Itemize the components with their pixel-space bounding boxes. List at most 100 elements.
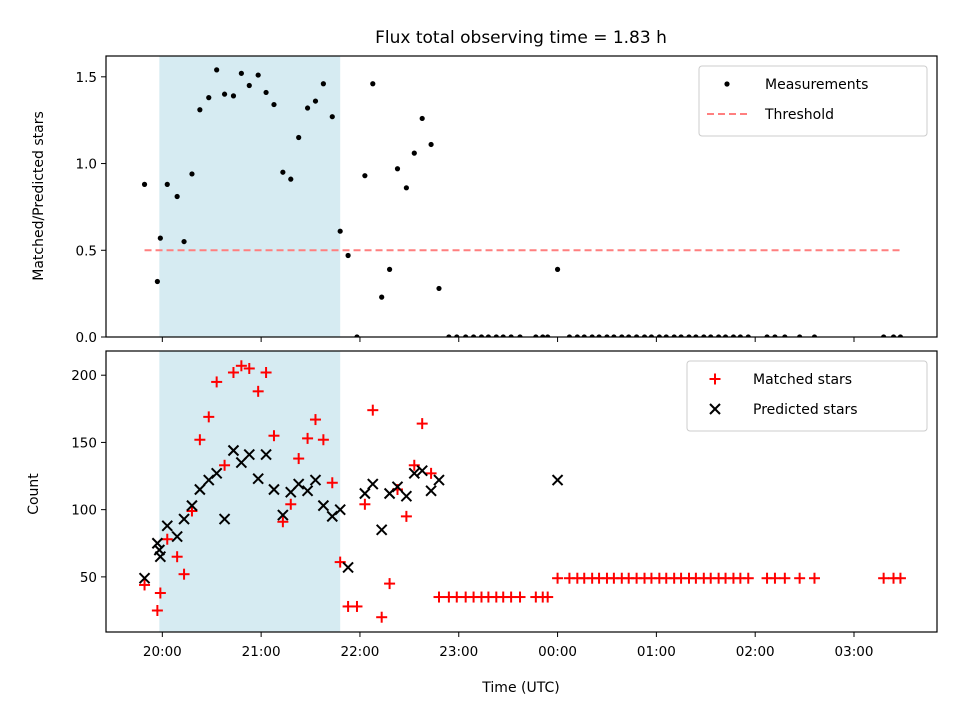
panel-frame [105, 55, 938, 338]
predicted-marker [178, 513, 190, 525]
measurement-point [296, 134, 302, 141]
measurement-point [280, 169, 286, 175]
predicted-marker-b [194, 483, 206, 496]
predicted-marker-b [408, 467, 420, 480]
measurement-point [370, 81, 376, 87]
measurement-point [345, 252, 351, 259]
predicted-marker [151, 537, 164, 549]
predicted-marker-b [551, 474, 564, 486]
matched-marker [514, 591, 526, 603]
predicted-marker-b [309, 474, 322, 486]
matched-marker [293, 453, 305, 465]
predicted-marker-b [391, 481, 404, 493]
predicted-marker [186, 499, 198, 512]
predicted-marker [359, 487, 371, 500]
measurement-point [764, 334, 770, 337]
matched-marker [139, 579, 151, 591]
measurement-point [174, 193, 180, 200]
predicted-marker-b [178, 513, 190, 525]
predicted-marker-b [367, 478, 379, 490]
measurement-point [611, 334, 617, 337]
predicted-marker [171, 530, 183, 543]
matched-marker [552, 572, 564, 584]
measurement-point [554, 266, 561, 272]
measurement-point [881, 334, 887, 337]
measurement-point [304, 105, 311, 111]
measurement-point [446, 334, 452, 337]
chart-title: Flux total observing time = 1.83 h [375, 28, 667, 48]
matched-marker [194, 434, 206, 446]
x-tick-label: 22:00 [340, 644, 379, 660]
predicted-marker-b [334, 503, 346, 516]
measurement-point [386, 266, 393, 272]
predicted-marker [161, 520, 173, 532]
measurement-point [428, 141, 434, 148]
measurement-point [221, 91, 228, 97]
legend: Measurements Threshold [698, 65, 928, 137]
measurement-point [214, 67, 220, 73]
matched-marker [302, 432, 314, 444]
y-tick-label: 200 [71, 368, 97, 384]
y-tick-label: 50 [80, 570, 97, 586]
predicted-marker-b [171, 530, 183, 543]
measurement-point [671, 334, 677, 337]
measurement-point [737, 334, 743, 337]
measurement-point [897, 334, 904, 337]
measurement-point [206, 95, 212, 101]
measurement-point [566, 334, 573, 337]
y-tick-label: 150 [71, 435, 97, 451]
predicted-marker-b [416, 464, 428, 477]
measurement-point [626, 334, 632, 337]
measurement-point [312, 98, 319, 104]
measurement-point [230, 93, 237, 99]
measurement-point [574, 334, 580, 337]
matched-marker [416, 418, 428, 430]
predicted-marker-b [277, 509, 289, 521]
predicted-marker-b [342, 561, 354, 574]
matched-marker [235, 360, 247, 372]
measurement-point [811, 334, 818, 337]
x-tick-label: 20:00 [143, 644, 182, 660]
predicted-marker [194, 483, 206, 496]
x-tick-label: 03:00 [835, 644, 874, 660]
legend-label: Measurements [765, 77, 868, 93]
matched-marker [376, 611, 388, 623]
matched-marker [779, 572, 791, 584]
legend: Matched stars Predicted stars [686, 360, 928, 432]
matched-marker [359, 498, 371, 510]
measurement-point [678, 334, 684, 337]
measurement-point [782, 334, 788, 337]
plot-area [138, 360, 906, 623]
measurement-point [890, 334, 897, 337]
measurement-point [589, 334, 595, 337]
legend-measurements-swatch [724, 81, 730, 87]
predicted-marker [551, 474, 564, 486]
predicted-marker [309, 474, 322, 486]
matched-marker [317, 434, 329, 446]
measurement-point [337, 228, 343, 234]
measurement-point [641, 334, 648, 337]
matched-marker [178, 568, 190, 580]
measurement-point [470, 334, 477, 337]
measurement-point [540, 334, 546, 337]
measurement-point [394, 166, 401, 172]
measurement-point [255, 72, 261, 78]
measurement-point [379, 294, 385, 300]
bottom-panel: 50 100 150 200 20:00 21:00 22:00 23:00 00:00 01:0… [71, 350, 938, 660]
measurement-point [189, 171, 195, 177]
measurement-point [263, 89, 269, 96]
x-axis-label: Time (UTC) [481, 680, 559, 696]
measurement-point [157, 235, 163, 241]
predicted-marker-b [227, 444, 240, 457]
predicted-marker [243, 448, 255, 461]
predicted-marker-b [243, 448, 255, 461]
measurement-point [320, 81, 326, 87]
predicted-marker [391, 481, 404, 493]
predicted-marker [268, 483, 280, 496]
measurement-point [419, 115, 425, 122]
predicted-marker [227, 444, 240, 457]
matched-marker [161, 533, 173, 545]
top-panel: 0.0 0.5 1.0 1.5 Measurements Threshold [76, 55, 938, 346]
predicted-marker [292, 478, 305, 490]
